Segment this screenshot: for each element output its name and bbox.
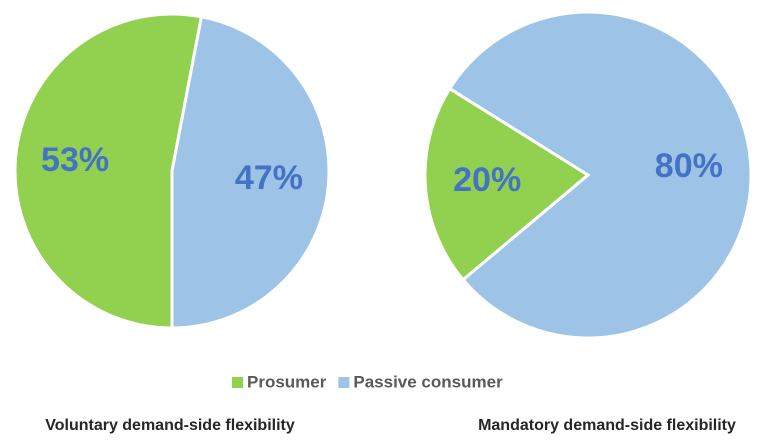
legend-label: Prosumer <box>247 372 327 391</box>
legend-label: Passive consumer <box>353 372 503 391</box>
legend-swatch <box>232 377 243 388</box>
legend-swatch <box>338 377 350 388</box>
chart-title: Mandatory demand-side flexibility <box>478 417 736 434</box>
data-label: 80% <box>655 147 723 185</box>
pie-slice <box>423 86 591 282</box>
pie-slice <box>447 10 753 340</box>
chart-title: Voluntary demand-side flexibility <box>45 417 295 434</box>
data-label: 20% <box>453 161 521 199</box>
data-label: 47% <box>235 159 303 197</box>
pie-slice <box>170 15 331 330</box>
data-label: 53% <box>41 141 109 179</box>
pie-slice <box>13 12 204 330</box>
